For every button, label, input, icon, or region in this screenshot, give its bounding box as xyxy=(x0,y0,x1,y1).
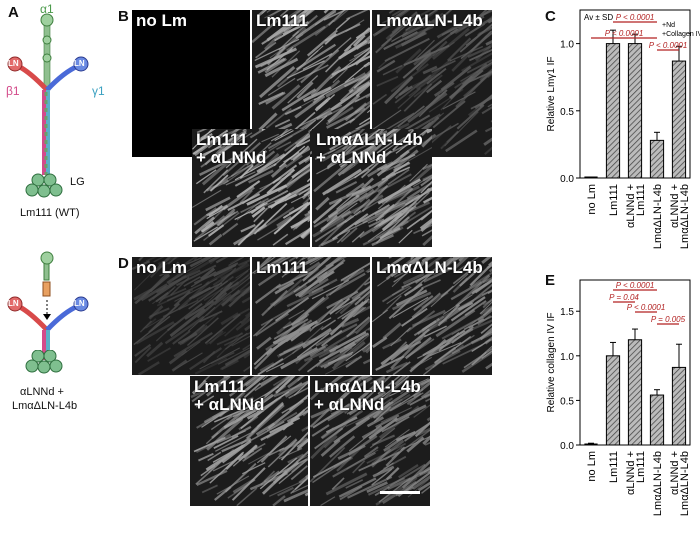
micrograph-label: Lm111 + αLNNd xyxy=(194,377,265,414)
significance-label: P = 0.005 xyxy=(651,315,686,324)
x-tick-label: Lm111 xyxy=(635,184,647,216)
micrograph-texture xyxy=(312,129,432,247)
y-tick-label: 0.0 xyxy=(560,441,574,452)
lmadln-schematic xyxy=(7,251,89,360)
x-tick-label: Lm111 xyxy=(635,451,647,483)
x-tick-label: Lm111 xyxy=(608,451,620,483)
micrograph-b-lm111-alnnd: Lm111 + αLNNd xyxy=(192,129,310,247)
laminin-schematic xyxy=(7,13,89,360)
x-tick-label: αLNNd + xyxy=(625,184,637,228)
panel-letter-a: A xyxy=(8,4,19,21)
micrograph-texture xyxy=(310,376,430,506)
beta1-label: β1 xyxy=(6,84,20,98)
side-note: +Nd xyxy=(662,22,675,29)
micrograph-label: Lm111 xyxy=(256,258,308,277)
x-tick-label: LmαΔLN-L4b xyxy=(679,184,691,249)
micrograph-texture xyxy=(372,257,492,375)
y-tick-label: 1.0 xyxy=(560,40,574,51)
y-tick-label: 0.5 xyxy=(560,107,574,118)
scale-bar xyxy=(380,491,420,494)
significance-label: P < 0.0001 xyxy=(605,29,644,38)
micrograph-texture xyxy=(132,257,250,375)
x-tick-label: LmαΔLN-L4b xyxy=(652,184,664,249)
y-axis-label: Relative Lmγ1 IF xyxy=(546,56,557,131)
y-axis-label: Relative collagen IV IF xyxy=(546,312,557,412)
significance-label: P = 0.04 xyxy=(609,293,639,302)
bar xyxy=(605,355,621,446)
micrograph-label: LmαΔLN-L4b + αLNNd xyxy=(314,377,421,414)
significance-label: P < 0.0001 xyxy=(616,281,655,290)
micrograph-texture xyxy=(190,376,308,506)
micrograph-label: LmαΔLN-L4b xyxy=(376,11,483,30)
lg-label: LG xyxy=(70,176,85,188)
x-tick-label: LmαΔLN-L4b xyxy=(679,451,691,516)
y-tick-label: 1.5 xyxy=(560,307,574,318)
micrograph-b-lmadln-alnnd: LmαΔLN-L4b + αLNNd xyxy=(312,129,432,247)
micrograph-label: no Lm xyxy=(136,11,187,30)
y-tick-label: 0.0 xyxy=(560,174,574,185)
ln-label-right: LN xyxy=(74,59,85,68)
bar xyxy=(671,60,687,179)
x-tick-label: Lm111 xyxy=(608,184,620,216)
micrograph-d-lm111: Lm111 xyxy=(252,257,370,375)
x-tick-label: αLNNd + xyxy=(625,451,637,495)
micrograph-texture xyxy=(252,257,370,375)
bar xyxy=(627,339,643,446)
micrograph-d-lm111-alnnd: Lm111 + αLNNd xyxy=(190,376,308,506)
panel-letter-d: D xyxy=(118,255,129,272)
bar xyxy=(649,139,665,179)
significance-label: P < 0.0001 xyxy=(627,303,666,312)
legend-label: Av ± SD xyxy=(584,13,613,22)
micrograph-label: Lm111 + αLNNd xyxy=(196,130,267,167)
micrograph-d-lmadln: LmαΔLN-L4b xyxy=(372,257,492,375)
micrograph-label: LmαΔLN-L4b + αLNNd xyxy=(316,130,423,167)
wt-caption: Lm111 (WT) xyxy=(20,207,80,219)
panel-letter-e: E xyxy=(545,272,556,289)
lmadln-schematic-lower xyxy=(25,350,63,374)
ln-label-left-mut: LN xyxy=(8,299,19,308)
x-tick-label: no Lm xyxy=(586,184,598,215)
side-note: +Collagen IV xyxy=(662,31,700,38)
micrograph-texture xyxy=(192,129,310,247)
gamma1-label: γ1 xyxy=(92,84,105,98)
y-tick-label: 1.0 xyxy=(560,352,574,363)
panel-letter-b: B xyxy=(118,8,129,25)
bar xyxy=(649,394,665,446)
lm111-wt-schematic xyxy=(7,13,89,198)
mut-caption-2: LmαΔLN-L4b xyxy=(12,400,78,412)
micrograph-label: Lm111 xyxy=(256,11,308,30)
bar xyxy=(671,366,687,446)
ln-label-right-mut: LN xyxy=(74,299,85,308)
significance-label: P < 0.0001 xyxy=(649,41,688,50)
x-tick-label: αLNNd + xyxy=(669,184,681,228)
panel-letter-c: C xyxy=(545,8,556,25)
x-tick-label: αLNNd + xyxy=(669,451,681,495)
x-tick-label: no Lm xyxy=(586,451,598,482)
significance-label: P < 0.0001 xyxy=(616,13,655,22)
mut-caption-1: αLNNd + xyxy=(20,386,64,398)
alpha1-label: α1 xyxy=(40,2,54,16)
bar xyxy=(627,43,643,179)
ln-label-left: LN xyxy=(8,59,19,68)
micrograph-d-no-lm: no Lm xyxy=(132,257,250,375)
y-tick-label: 0.5 xyxy=(560,396,574,407)
micrograph-label: LmαΔLN-L4b xyxy=(376,258,483,277)
micrograph-d-lmadln-alnnd: LmαΔLN-L4b + αLNNd xyxy=(310,376,430,506)
bar xyxy=(605,43,621,179)
micrograph-label: no Lm xyxy=(136,258,187,277)
x-tick-label: LmαΔLN-L4b xyxy=(652,451,664,516)
